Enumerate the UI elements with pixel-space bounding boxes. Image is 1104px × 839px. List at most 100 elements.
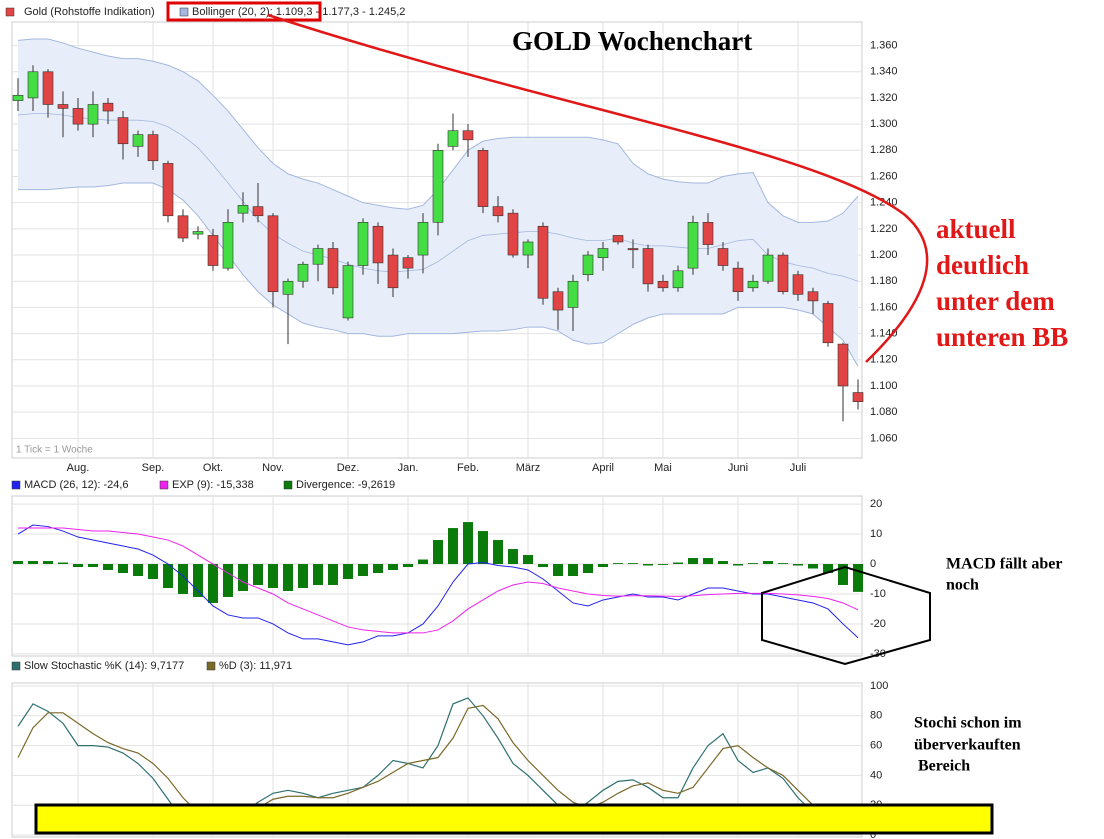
divergence-bar (418, 559, 428, 565)
annotation: überverkauften (914, 737, 1021, 754)
divergence-bar (853, 564, 863, 592)
highlight-box (166, 1, 322, 22)
y-tick-label: 40 (870, 769, 882, 781)
divergence-bar (658, 564, 668, 565)
divergence-bar (313, 564, 323, 585)
divergence-bar (748, 563, 758, 565)
legend-swatch (179, 7, 189, 17)
annotation-arrow (267, 13, 929, 363)
candle-body (642, 248, 654, 285)
candle-body (492, 206, 504, 217)
hexagon-highlight (761, 565, 931, 666)
candle-body (777, 254, 789, 293)
candle-body (132, 134, 144, 147)
candle-body (552, 291, 564, 311)
x-tick-label: Feb. (457, 462, 479, 474)
divergence-bar (628, 563, 638, 565)
y-tick-label: 1.360 (870, 39, 898, 51)
divergence-bar (328, 564, 338, 585)
candle-body (537, 225, 549, 299)
candle-body (12, 95, 24, 101)
candle-body (822, 303, 834, 344)
candle-body (207, 235, 219, 266)
divergence-bar (613, 563, 623, 565)
legend-swatch (5, 7, 15, 17)
x-tick-label: Dez. (337, 462, 360, 474)
x-tick-label: April (592, 462, 614, 474)
annotation: MACD fällt aber (946, 556, 1062, 573)
candle-body (477, 150, 489, 207)
x-tick-label: Juni (728, 462, 748, 474)
candle-body (402, 257, 414, 269)
indicator-line (17, 697, 859, 829)
y-tick-label: 1.340 (870, 66, 898, 78)
divergence-bar (523, 555, 533, 565)
y-tick-label: 0 (870, 558, 876, 570)
y-tick-label: 80 (870, 710, 882, 722)
candle-body (252, 206, 264, 217)
bollinger-middle (17, 113, 859, 282)
legend-swatch (11, 480, 21, 490)
overlay-layer: GOLD Wochenchart 1 Tick = 1 Woche aktuel… (16, 1, 1068, 835)
divergence-bar (478, 531, 488, 565)
indicator-line (17, 524, 859, 646)
oversold-highlight (34, 803, 994, 835)
candle-body (237, 205, 249, 214)
plot-layer: 1.0601.0801.1001.1201.1401.1601.1801.200… (5, 6, 898, 839)
divergence-bar (208, 564, 218, 603)
divergence-bar (643, 564, 653, 566)
candle-body (852, 392, 864, 402)
candle-body (177, 215, 189, 239)
indicator-line (17, 704, 859, 824)
annotation: noch (946, 577, 979, 594)
candle-body (612, 235, 624, 243)
legend-label: MACD (26, 12): -24,6 (24, 479, 129, 491)
annotation: deutlich (936, 250, 1029, 280)
x-tick-label: Okt. (203, 462, 223, 474)
divergence-bar (388, 564, 398, 571)
divergence-bar (808, 564, 818, 569)
divergence-bar (778, 563, 788, 565)
candle-body (717, 248, 729, 266)
annotation: unter dem (936, 286, 1055, 316)
candle-body (57, 104, 69, 109)
y-tick-label: 1.280 (870, 144, 898, 156)
divergence-bar (343, 564, 353, 579)
candle-body (582, 254, 594, 275)
candle-body (567, 280, 579, 308)
x-tick-label: Nov. (262, 462, 284, 474)
candle-body (462, 130, 474, 141)
candle-body (657, 280, 669, 289)
divergence-bar (298, 564, 308, 588)
indicator-line (18, 527, 859, 634)
chart-title: GOLD Wochenchart (512, 26, 752, 56)
y-tick-label: 1.300 (870, 118, 898, 130)
legend-label: Divergence: -9,2619 (296, 479, 395, 491)
divergence-bar (793, 564, 803, 566)
candle-body (42, 71, 54, 105)
y-tick-label: 1.100 (870, 380, 898, 392)
divergence-bar (823, 564, 833, 574)
candle-body (297, 263, 309, 282)
candle-body (687, 222, 699, 269)
divergence-bar (163, 564, 173, 588)
divergence-bar (253, 564, 263, 585)
candle-body (72, 108, 84, 125)
divergence-bar (133, 564, 143, 576)
legend-label: Gold (Rohstoffe Indikation) (24, 6, 155, 18)
candle-body (27, 71, 39, 99)
candle-body (87, 104, 99, 125)
y-tick-label: 20 (870, 498, 882, 510)
divergence-bar (448, 528, 458, 565)
y-tick-label: 1.200 (870, 249, 898, 261)
candle-body (222, 222, 234, 269)
divergence-bar (718, 561, 728, 565)
y-tick-label: 1.060 (870, 432, 898, 444)
y-tick-label: 1.220 (870, 223, 898, 235)
legend-label: EXP (9): -15,338 (172, 479, 254, 491)
candle-body (747, 280, 759, 289)
divergence-bar (193, 564, 203, 597)
divergence-bar (508, 549, 518, 565)
candle-body (702, 222, 714, 245)
